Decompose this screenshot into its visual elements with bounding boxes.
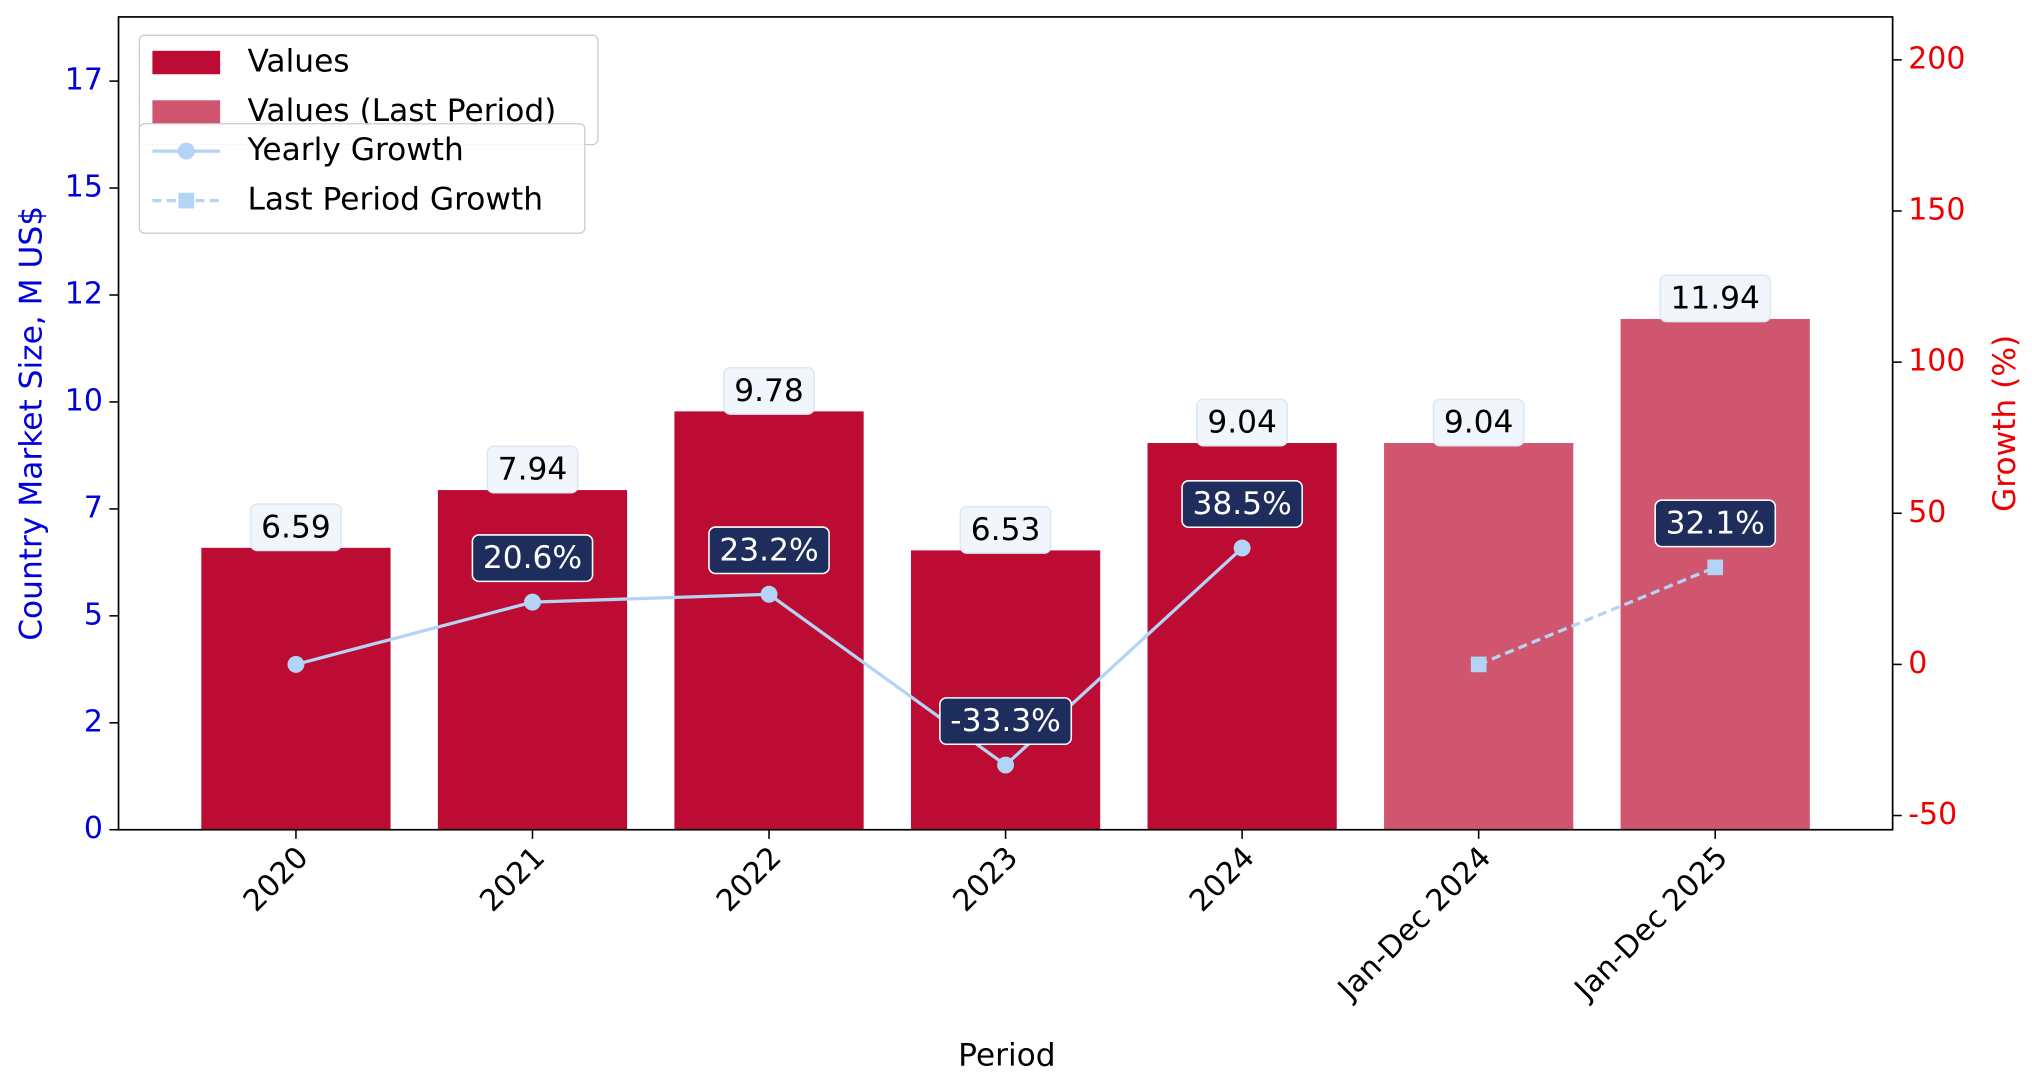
growth-marker <box>1233 539 1251 557</box>
legend-swatch <box>152 100 221 124</box>
x-tick-label: Jan-Dec 2025 <box>1567 840 1735 1008</box>
growth-value-label-box <box>1181 480 1303 529</box>
growth-value-label: 23.2% <box>708 526 830 575</box>
y-tick-label: 0 <box>84 811 103 846</box>
bar-value-label: 9.04 <box>1432 398 1525 447</box>
bar-value-label-box <box>959 505 1052 554</box>
bar <box>910 550 1101 830</box>
growth-value-label-text: 38.5% <box>1192 486 1291 522</box>
bar-value-label-box <box>1432 398 1525 447</box>
legend: Values Values (Last Period) <box>138 34 599 146</box>
bar-value-label-box <box>1196 398 1289 447</box>
bar-value-label: 11.94 <box>1659 274 1772 323</box>
legend-swatch <box>152 50 221 75</box>
growth-marker <box>997 756 1015 774</box>
legend: Yearly Growth Last Period Growth <box>138 123 586 234</box>
legend-label: Last Period Growth <box>247 182 543 218</box>
y-axis-label: Country Market Size, M US$ <box>14 206 50 641</box>
y-tick-label: 17 <box>65 63 103 98</box>
bar-value-label-text: 6.53 <box>971 512 1041 548</box>
x-tick-label: 2020 <box>237 840 316 919</box>
y2-tick-label: -50 <box>1908 797 1957 832</box>
y2-tick-label: 50 <box>1908 495 1946 530</box>
growth-value-label-box <box>1654 499 1777 548</box>
legend-box <box>138 123 586 234</box>
growth-value-label-text: 32.1% <box>1666 505 1765 541</box>
growth-value-label: 32.1% <box>1654 499 1777 548</box>
y-tick-label: 5 <box>84 597 103 632</box>
legend-label: Yearly Growth <box>246 132 463 168</box>
growth-value-label-box <box>708 526 830 575</box>
bar-value-label-text: 6.59 <box>261 509 331 545</box>
legend-marker <box>177 142 195 160</box>
growth-value-label-text: -33.3% <box>950 703 1061 739</box>
growth-marker <box>524 593 541 611</box>
x-axis-label: Period <box>958 1037 1055 1073</box>
bar-value-label-box <box>249 503 342 552</box>
growth-value-label-text: 23.2% <box>719 532 818 568</box>
bar-value-label-text: 9.04 <box>1444 404 1514 440</box>
bar-value-label-box <box>723 366 816 415</box>
bar-value-label: 7.94 <box>486 445 579 494</box>
bar-value-label-box <box>486 445 579 494</box>
bar <box>1384 443 1574 830</box>
bar-value-label: 6.59 <box>249 503 342 552</box>
y-tick-label: 10 <box>65 383 103 418</box>
y-tick-label: 7 <box>84 490 103 525</box>
bar-value-label: 6.53 <box>959 505 1052 554</box>
legend-marker <box>178 192 195 209</box>
y2-tick-label: 200 <box>1908 41 1965 76</box>
growth-marker <box>1707 559 1724 576</box>
x-tick-label: 2021 <box>473 840 552 919</box>
x-tick-label: 2023 <box>946 840 1025 919</box>
y2-axis-label: Growth (%) <box>1987 335 2023 512</box>
y2-tick-label: 100 <box>1908 344 1965 379</box>
y2-tick-label: 150 <box>1908 192 1965 227</box>
bar-value-label-text: 9.78 <box>734 373 804 409</box>
legend-label: Values (Last Period) <box>247 93 556 129</box>
y2-tick-label: 0 <box>1908 646 1927 681</box>
bar <box>201 547 391 830</box>
y-tick-label: 2 <box>84 704 103 739</box>
plot-frame <box>117 16 1894 831</box>
growth-marker <box>1470 656 1487 673</box>
growth-value-label: -33.3% <box>939 697 1073 746</box>
bar-value-label-text: 7.94 <box>498 452 568 488</box>
growth-value-label: 38.5% <box>1181 480 1303 529</box>
bar-value-label-text: 9.04 <box>1207 404 1277 440</box>
growth-value-label: 20.6% <box>471 534 594 583</box>
x-tick-label: 2022 <box>710 840 789 919</box>
x-tick-label: Jan-Dec 2024 <box>1330 840 1498 1008</box>
legend-label: Values <box>247 44 349 80</box>
bar-value-label: 9.78 <box>723 366 816 415</box>
growth-value-label-text: 20.6% <box>483 540 582 576</box>
bar <box>674 411 864 830</box>
growth-marker <box>760 585 778 603</box>
bar-value-label-text: 11.94 <box>1670 280 1759 316</box>
y-tick-label: 15 <box>65 170 103 205</box>
growth-value-label-box <box>939 697 1073 746</box>
x-tick-label: 2024 <box>1183 840 1262 919</box>
growth-marker <box>287 655 305 673</box>
bar-value-label-box <box>1659 274 1772 323</box>
growth-value-label-box <box>471 534 594 583</box>
bar-value-label: 9.04 <box>1196 398 1289 447</box>
y-tick-label: 12 <box>65 277 103 312</box>
